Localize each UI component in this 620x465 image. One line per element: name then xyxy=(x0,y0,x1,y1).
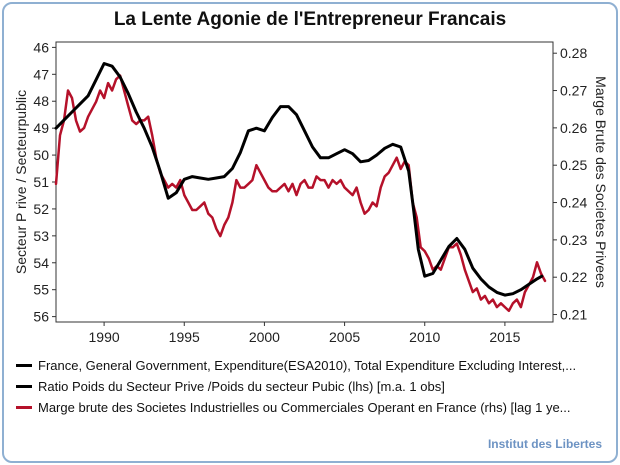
right-tick-label: 0.25 xyxy=(560,157,587,173)
left-tick-label: 46 xyxy=(33,39,49,55)
legend-label: Ratio Poids du Secteur Prive /Poids du s… xyxy=(38,379,445,394)
left-tick-label: 47 xyxy=(33,66,49,82)
chart-title: La Lente Agonie de l'Entrepreneur Franca… xyxy=(113,9,507,30)
right-tick-label: 0.23 xyxy=(560,232,587,248)
right-tick-label: 0.27 xyxy=(560,83,587,99)
credit-text: Institut des Libertes xyxy=(487,437,602,451)
legend-label: France, General Government, Expenditure(… xyxy=(38,358,577,373)
legend: France, General Government, Expenditure(… xyxy=(14,358,604,421)
left-axis-label: Secteur P rive / Secteurpublic xyxy=(13,90,29,274)
legend-swatch xyxy=(16,406,32,410)
legend-swatch xyxy=(16,385,32,389)
left-tick-label: 48 xyxy=(33,93,49,109)
x-tick-label: 2010 xyxy=(409,329,440,345)
legend-item-expenditure: France, General Government, Expenditure(… xyxy=(14,358,604,379)
right-tick-label: 0.28 xyxy=(560,45,587,61)
left-tick-label: 54 xyxy=(33,255,49,271)
left-tick-label: 53 xyxy=(33,228,49,244)
left-tick-label: 49 xyxy=(33,120,49,136)
right-tick-label: 0.24 xyxy=(560,195,587,211)
legend-item-margin: Marge brute des Societes Industrielles o… xyxy=(14,400,604,421)
x-tick-label: 2015 xyxy=(489,329,520,345)
legend-swatch xyxy=(16,364,32,368)
legend-item-ratio: Ratio Poids du Secteur Prive /Poids du s… xyxy=(14,379,604,400)
x-tick-label: 2000 xyxy=(249,329,280,345)
left-tick-label: 56 xyxy=(33,309,49,325)
x-tick-label: 1995 xyxy=(169,329,200,345)
series-line-margin xyxy=(54,74,547,313)
right-tick-label: 0.26 xyxy=(560,120,587,136)
left-tick-label: 50 xyxy=(33,147,49,163)
left-tick-label: 51 xyxy=(33,174,49,190)
x-tick-label: 1990 xyxy=(89,329,120,345)
left-tick-label: 55 xyxy=(33,282,49,298)
right-axis-label: Marge Brute des Societes Privees xyxy=(593,76,609,288)
x-tick-label: 2005 xyxy=(329,329,360,345)
series-line-ratio xyxy=(54,62,544,297)
legend-label: Marge brute des Societes Industrielles o… xyxy=(38,400,571,415)
left-tick-label: 52 xyxy=(33,201,49,217)
right-tick-label: 0.22 xyxy=(560,269,587,285)
right-tick-label: 0.21 xyxy=(560,307,587,323)
